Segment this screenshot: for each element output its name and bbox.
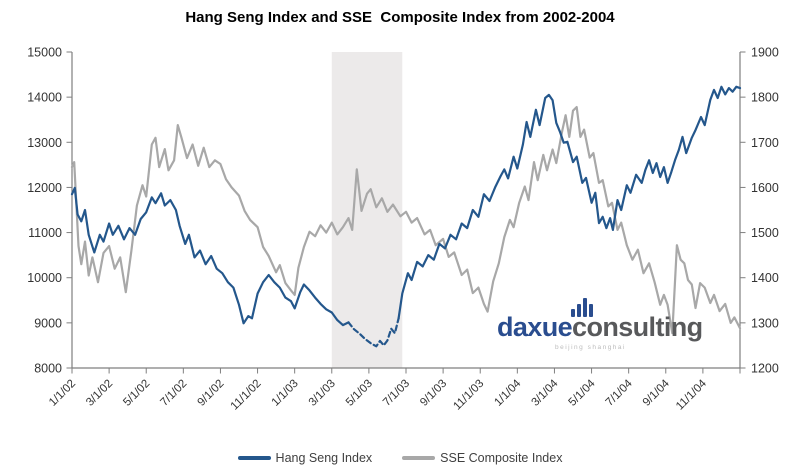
watermark-subtitle: beijing shanghai <box>555 344 626 351</box>
legend-item-hang-seng-index: Hang Seng Index <box>237 451 373 465</box>
left-axis-label: 11000 <box>28 226 62 240</box>
x-axis-label: 1/1/03 <box>270 378 301 409</box>
legend-label: Hang Seng Index <box>275 451 373 465</box>
left-axis-label: 15000 <box>27 46 62 60</box>
logo-bar <box>589 304 593 317</box>
chart-title: Hang Seng Index and SSE Composite Index … <box>185 9 615 26</box>
x-axis-label: 3/1/04 <box>529 377 561 409</box>
x-axis-label: 3/1/02 <box>84 378 115 409</box>
daxue-consulting-watermark: daxueconsulting beijing shanghai <box>497 295 703 355</box>
x-axis-label: 9/1/03 <box>418 378 449 409</box>
x-axis-label: 7/1/02 <box>158 378 189 409</box>
right-axis-label: 1200 <box>751 362 779 376</box>
right-axis-label: 1900 <box>751 46 779 60</box>
left-axis-label: 12000 <box>27 181 62 195</box>
watermark-wordmark: daxueconsulting <box>497 313 703 341</box>
shaded-region-sars <box>331 52 403 368</box>
axis-labels: 8000 9000 10000 11000 12000 13000 14000 15000 12… <box>27 46 779 413</box>
legend-item-sse-composite-index: SSE Composite Index <box>402 451 562 465</box>
logo-bar <box>577 304 581 317</box>
right-axis-label: 1800 <box>751 91 779 105</box>
legend-label: SSE Composite Index <box>440 451 563 465</box>
logo-bar <box>583 298 587 317</box>
x-axis-label: 7/1/03 <box>381 378 412 409</box>
x-axis-label: 1/1/04 <box>492 377 524 409</box>
logo-bar <box>571 309 575 317</box>
x-axis-label: 9/1/02 <box>195 378 226 409</box>
legend-line-swatch <box>237 456 271 460</box>
hang-seng-index-line-dashed <box>347 317 400 348</box>
legend-line-swatch <box>402 456 436 460</box>
x-axis-label: 11/1/02 <box>229 378 264 413</box>
hang-seng-index-line <box>70 186 350 327</box>
right-axis-label: 1500 <box>751 226 779 240</box>
tick-marks <box>66 51 746 374</box>
hang-seng-index-line <box>397 85 742 320</box>
x-axis-label: 1/1/02 <box>47 378 78 409</box>
right-axis-label: 1600 <box>751 181 779 195</box>
bar-chart-logo-icon <box>571 297 593 317</box>
x-axis-label: 5/1/02 <box>121 378 152 409</box>
left-axis-label: 14000 <box>27 91 62 105</box>
sse-composite-index-line <box>70 106 742 335</box>
chart-legend: Hang Seng Index SSE Composite Index <box>18 447 782 469</box>
left-axis-label: 10000 <box>27 271 62 285</box>
x-axis-label: 11/1/03 <box>451 378 486 413</box>
right-axis-label: 1700 <box>751 136 779 150</box>
x-axis-label: 9/1/04 <box>641 377 673 409</box>
right-axis-label: 1400 <box>751 271 779 285</box>
left-axis-label: 9000 <box>34 316 62 330</box>
x-axis-label: 11/1/04 <box>674 377 709 412</box>
x-axis-label: 3/1/03 <box>307 378 338 409</box>
left-axis-label: 8000 <box>34 362 62 376</box>
watermark-consulting: consulting <box>572 312 703 342</box>
x-axis-label: 7/1/04 <box>604 377 636 409</box>
right-axis-label: 1300 <box>751 316 779 330</box>
watermark-daxue: daxue <box>497 312 573 342</box>
x-axis-label: 5/1/03 <box>344 378 375 409</box>
left-axis-label: 13000 <box>27 136 62 150</box>
x-axis-label: 5/1/04 <box>567 377 599 409</box>
